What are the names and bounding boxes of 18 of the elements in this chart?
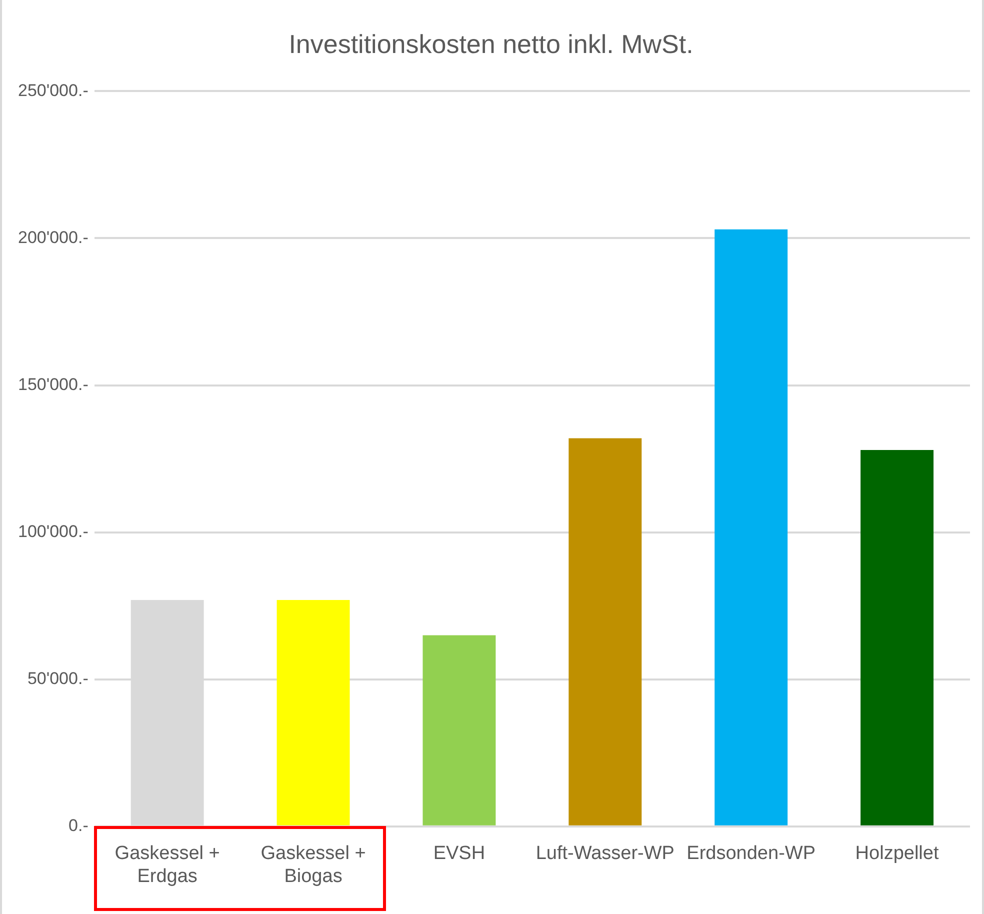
y-tick-label: 250'000.-	[18, 80, 88, 100]
bar	[422, 635, 496, 826]
y-tick-label: 200'000.-	[18, 228, 88, 247]
x-tick-label: Gaskessel + Biogas	[260, 843, 366, 887]
x-tick-label: Gaskessel + Erdgas	[114, 843, 220, 887]
chart-title: Investitionskosten netto inkl. MwSt.	[288, 28, 694, 59]
bar	[714, 229, 788, 826]
x-tick-label: Erdsonden-WP	[686, 843, 816, 864]
y-tick-label: 0.-	[68, 816, 88, 836]
bar	[860, 450, 934, 826]
y-tick-label: 50'000.-	[27, 669, 88, 688]
x-tick-label: EVSH	[433, 843, 486, 864]
y-tick-label: 150'000.-	[18, 374, 88, 394]
x-tick-label: Luft-Wasser-WP	[536, 843, 674, 864]
x-tick-label: Holzpellet	[855, 843, 940, 864]
y-tick-label: 100'000.-	[18, 522, 88, 542]
bar	[276, 600, 350, 826]
bar	[568, 438, 642, 826]
